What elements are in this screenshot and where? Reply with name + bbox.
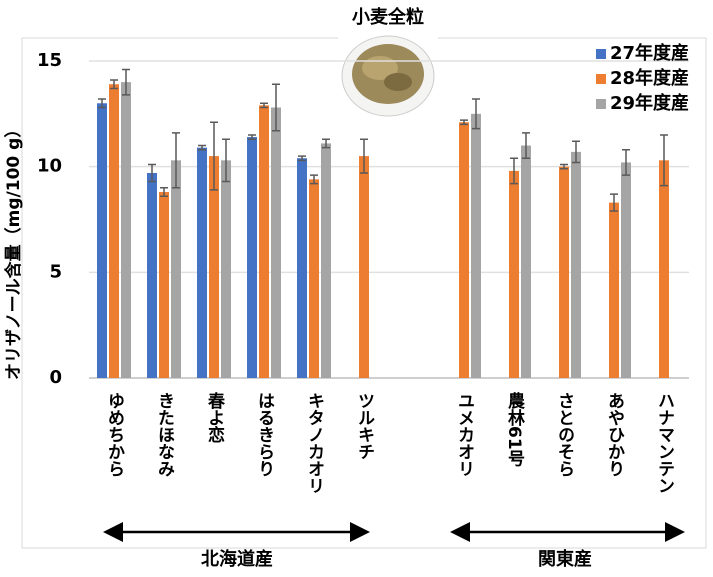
bar [197, 147, 207, 378]
x-tick-label: ユメカオリ [454, 392, 474, 477]
error-bar [148, 163, 156, 183]
photo [338, 32, 438, 120]
bar [221, 160, 231, 378]
error-bar [98, 98, 106, 109]
error-bar [160, 187, 168, 198]
bar [321, 143, 331, 378]
chart-title: 小麦全粒 [352, 6, 424, 28]
region-label: 関東産 [538, 548, 592, 570]
x-tick-label: ツルキチ [354, 392, 375, 460]
y-tick-label: 5 [49, 261, 62, 282]
bar [259, 105, 269, 378]
bar [171, 160, 181, 378]
bar [471, 113, 481, 378]
error-bar [360, 138, 368, 174]
x-tick-label: ハナマンテン [654, 392, 675, 494]
x-tick-label: あやひかり [604, 392, 625, 477]
error-bar [210, 121, 218, 191]
bar [247, 137, 257, 378]
x-tick-label: はるきらり [254, 392, 274, 477]
legend-label: 28年度産 [610, 67, 689, 89]
error-bar [110, 79, 118, 90]
bar [509, 170, 519, 378]
bar [297, 158, 307, 378]
bar [571, 151, 581, 378]
region-label: 北海道産 [201, 548, 273, 570]
y-tick-label: 0 [49, 367, 62, 388]
bar [209, 156, 219, 378]
bar [359, 156, 369, 378]
bar [271, 107, 281, 378]
error-bar [272, 83, 280, 132]
bar [521, 145, 531, 378]
error-bar [122, 68, 130, 96]
y-tick-label: 15 [37, 50, 62, 71]
bar [147, 173, 157, 378]
error-bar [222, 138, 230, 183]
bar [121, 82, 131, 378]
bar [659, 160, 669, 378]
bar [559, 166, 569, 378]
x-tick-label: キタノカオリ [304, 392, 324, 494]
error-bar [522, 132, 530, 159]
bar [609, 202, 619, 378]
y-axis-label: オリザノール含量（mg/100 g） [3, 121, 24, 380]
x-tick-label: さとのそら [554, 392, 574, 477]
x-tick-label: 春よ恋 [204, 391, 225, 443]
error-bar [248, 134, 256, 140]
legend-swatch [596, 99, 606, 109]
x-tick-label: 農林61号 [504, 391, 525, 468]
error-bar [572, 140, 580, 164]
legend-label: 29年度産 [610, 92, 689, 114]
x-tick-label: ゆめちから [104, 392, 124, 477]
error-bar [610, 193, 618, 212]
bar [459, 122, 469, 378]
error-bar [660, 134, 668, 187]
legend-label: 27年度産 [610, 42, 689, 64]
error-bar [260, 102, 268, 109]
y-tick-label: 10 [37, 156, 62, 177]
bar [621, 162, 631, 378]
error-bar [310, 174, 318, 185]
bar [109, 84, 119, 378]
legend-swatch [596, 49, 606, 59]
error-bar [560, 163, 568, 170]
error-bar [298, 155, 306, 162]
error-bar [622, 149, 630, 176]
bar [309, 179, 319, 378]
error-bar [172, 132, 180, 189]
error-bar [198, 144, 206, 151]
error-bar [460, 119, 468, 126]
bar [97, 103, 107, 379]
error-bar [322, 138, 330, 149]
bar [159, 192, 169, 378]
error-bar [472, 98, 480, 130]
error-bar [510, 157, 518, 185]
x-tick-label: きたほなみ [154, 392, 174, 477]
legend-swatch [596, 74, 606, 84]
